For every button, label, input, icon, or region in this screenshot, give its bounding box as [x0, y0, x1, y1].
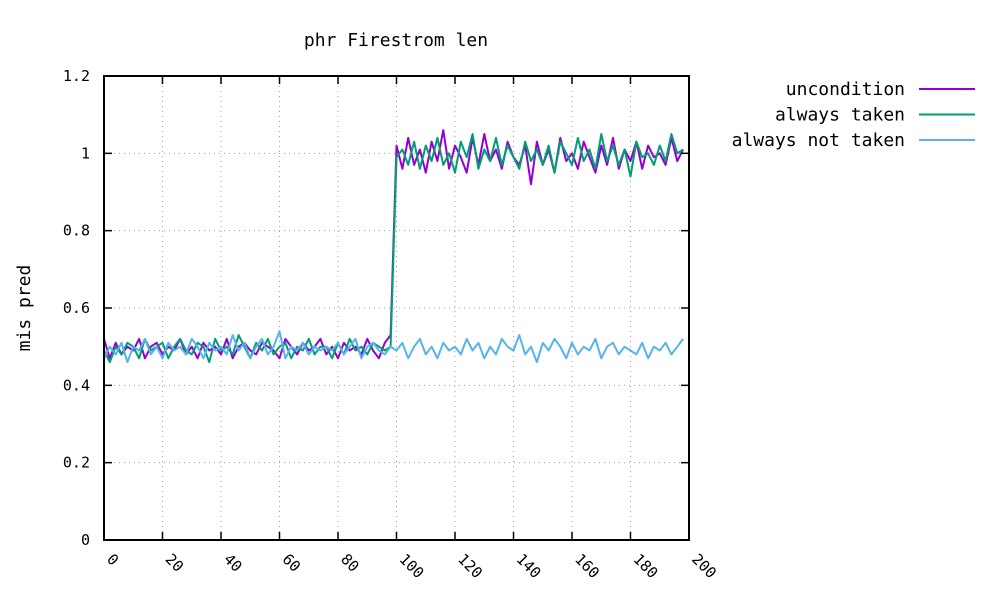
y-axis-label: mis pred	[14, 265, 35, 352]
x-tick-label: 140	[513, 550, 545, 582]
x-tick-label: 200	[688, 550, 720, 582]
x-tick-label: 80	[337, 550, 363, 576]
y-tick-label: 0.8	[63, 222, 90, 240]
y-tick-label: 0.6	[63, 299, 90, 317]
x-tick-label: 20	[162, 550, 188, 576]
series-line-always-not-taken	[103, 330, 684, 364]
y-tick-label: 0	[81, 531, 90, 549]
x-tick-label: 40	[220, 550, 246, 576]
x-tick-label: 160	[571, 550, 603, 582]
chart-title: phr Firestrom len	[304, 30, 488, 51]
x-tick-label: 180	[630, 550, 662, 582]
y-tick-label: 1.2	[63, 67, 90, 85]
series-lines	[103, 129, 684, 364]
legend-label: uncondition	[786, 79, 905, 100]
y-tick-label: 0.2	[63, 454, 90, 472]
x-tick-label: 0	[103, 550, 122, 569]
legend: uncondition always taken always not taken	[732, 79, 975, 151]
x-tick-label: 60	[279, 550, 305, 576]
y-tick-label: 1	[81, 144, 90, 162]
x-tick-label: 100	[396, 550, 428, 582]
y-tick-label: 0.4	[63, 376, 90, 394]
legend-label: always not taken	[732, 130, 905, 151]
axis-ticks	[103, 75, 690, 541]
legend-label: always taken	[775, 105, 905, 126]
x-tick-label: 120	[454, 550, 486, 582]
series-line-always-taken	[103, 133, 684, 364]
